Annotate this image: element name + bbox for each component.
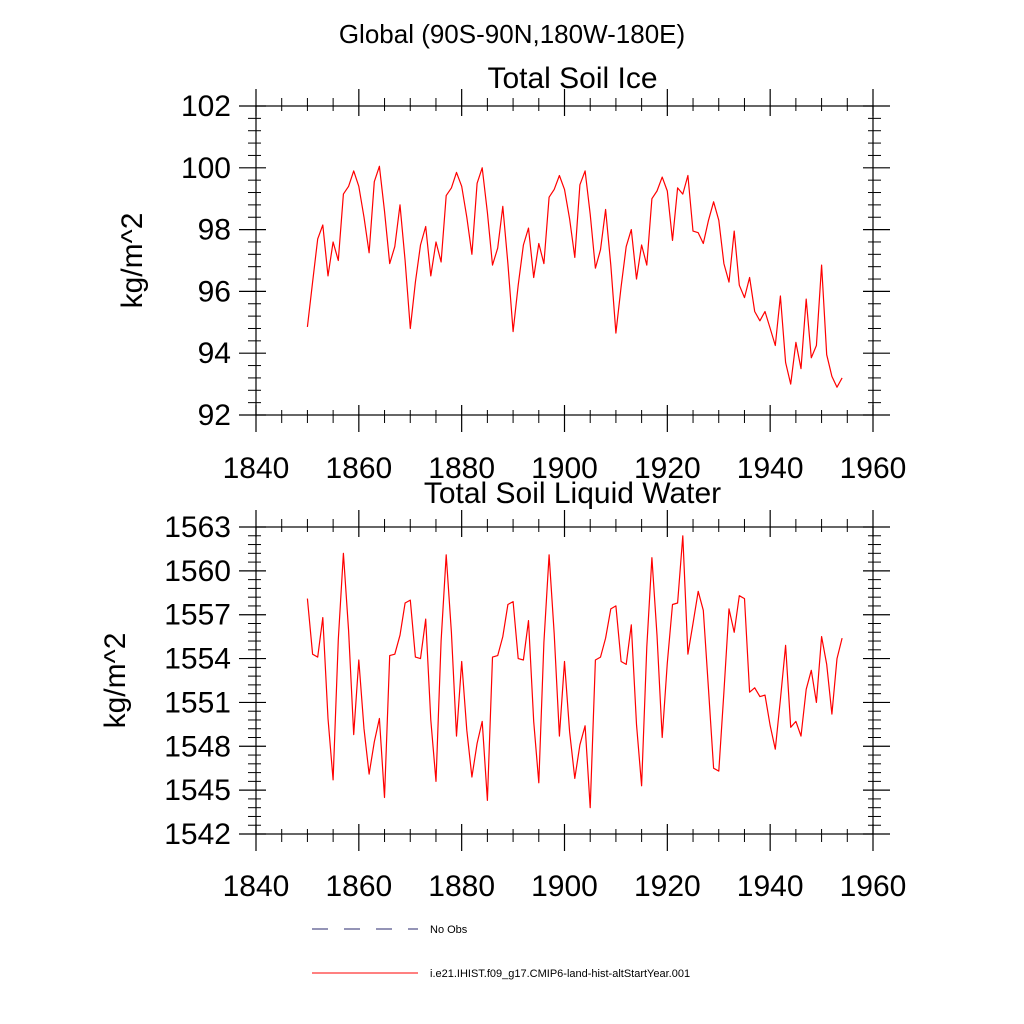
y-tick-label: 98 [198,214,231,247]
y-tick-label: 1563 [164,511,231,544]
plot-frame [255,105,874,416]
chart-title: Total Soil Liquid Water [424,477,721,510]
x-tick-label: 1860 [325,452,392,485]
y-tick-label: 96 [198,275,231,308]
x-tick-label: 1840 [223,870,290,903]
y-tick-label: 1554 [164,643,231,676]
x-tick-label: 1900 [531,870,598,903]
y-tick-label: 102 [181,90,231,123]
page-title: Global (90S-90N,180W-180E) [339,19,685,49]
y-axis-label: kg/m^2 [99,633,132,729]
x-tick-label: 1940 [737,870,804,903]
y-tick-label: 1551 [164,686,231,719]
y-tick-label: 1542 [164,818,231,851]
x-tick-label: 1880 [428,870,495,903]
y-tick-label: 94 [198,337,231,370]
y-tick-label: 92 [198,399,231,432]
y-tick-label: 1548 [164,730,231,763]
y-tick-label: 1560 [164,555,231,588]
y-tick-label: 1545 [164,774,231,807]
x-tick-label: 1960 [840,870,907,903]
x-tick-label: 1940 [737,452,804,485]
legend-label: i.e21.IHIST.f09_g17.CMIP6-land-hist-altS… [430,968,690,980]
x-tick-label: 1960 [840,452,907,485]
x-tick-label: 1920 [634,870,701,903]
legend-label: No Obs [430,924,468,936]
legend: No Obs i.e21.IHIST.f09_g17.CMIP6-land-his… [312,924,690,980]
chart-panel-total-soil-liquid-water: Total Soil Liquid Water kg/m^2 1840 1860 188… [99,477,906,903]
series-line [306,535,843,809]
x-tick-label: 1840 [223,452,290,485]
x-tick-label: 1880 [428,452,495,485]
x-tick-label: 1900 [531,452,598,485]
x-tick-label: 1860 [325,870,392,903]
chart-panel-total-soil-ice: Total Soil Ice kg/m^2 1840 1860 1880 1900 1920… [116,62,906,485]
y-tick-label: 1557 [164,599,231,632]
x-tick-label: 1920 [634,452,701,485]
plot-frame [255,526,874,835]
y-tick-label: 100 [181,152,231,185]
y-axis-label: kg/m^2 [116,213,149,309]
series-line [306,165,843,388]
chart-title: Total Soil Ice [487,62,657,95]
